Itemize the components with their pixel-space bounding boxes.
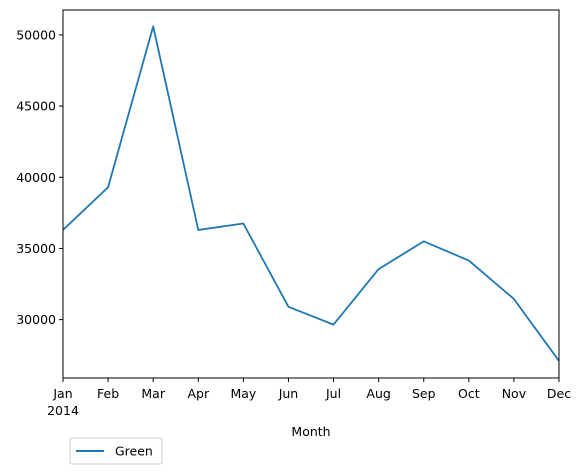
axes-frame [62,9,560,379]
x-tick-label: Jan [52,386,72,401]
series-line-green [62,25,560,362]
x-tick-label: Nov [502,386,527,401]
y-tick-label: 35000 [16,241,56,256]
y-tick-label: 40000 [16,170,56,185]
x-tick-label: Sep [412,386,436,401]
y-tick-label: 30000 [16,312,56,327]
x-axis: Jan Feb Mar Apr May Jun Jul Aug Sep Oct Nov Dec [52,378,571,401]
x-tick-label: Apr [187,386,209,401]
x-tick-label: Oct [458,386,480,401]
x-tick-label: Dec [547,386,571,401]
x-tick-label: Mar [141,386,165,401]
x-axis-year-label: 2014 [47,403,79,418]
legend: Green [69,437,163,465]
x-tick-label: Feb [97,386,119,401]
y-axis: 30000 35000 40000 45000 50000 [16,27,63,327]
y-tick-label: 50000 [16,27,56,42]
legend-label-green: Green [115,444,153,459]
x-tick-label: Jun [278,386,299,401]
x-axis-title: Month [291,424,330,439]
x-tick-label: Jul [325,386,341,401]
plot-area [62,25,560,362]
y-tick-label: 45000 [16,99,56,114]
legend-box [69,437,163,465]
x-tick-label: May [230,386,256,401]
x-tick-label: Aug [366,386,390,401]
